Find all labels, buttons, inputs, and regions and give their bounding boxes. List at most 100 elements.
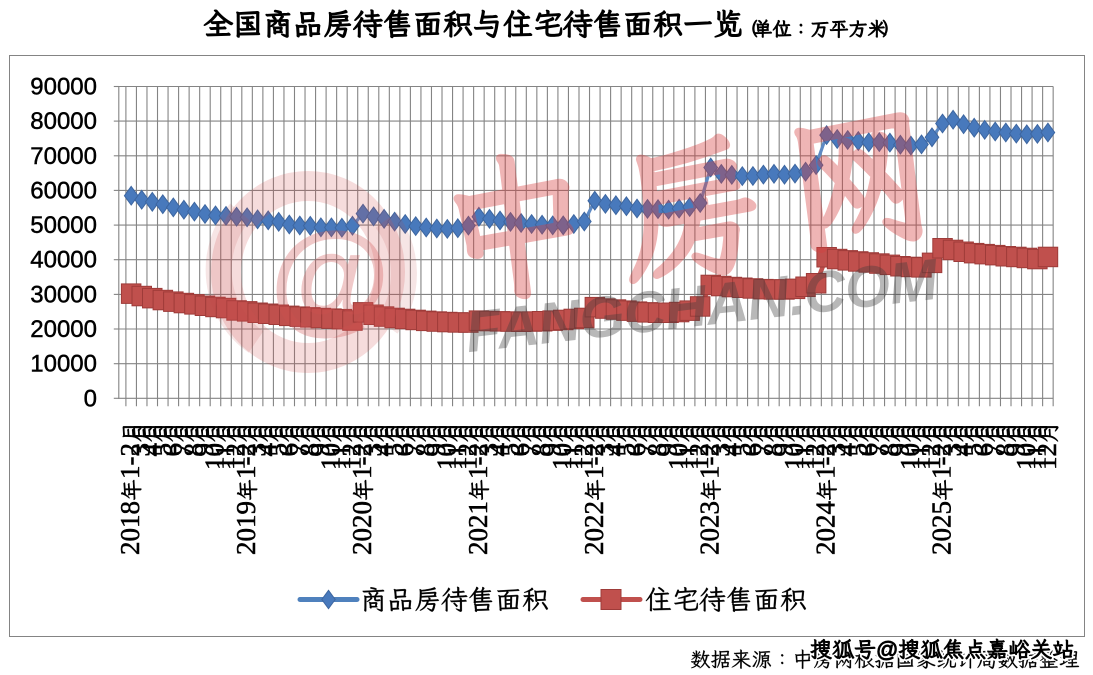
svg-text:11: 11: [790, 444, 820, 470]
svg-text:9: 9: [768, 443, 798, 457]
svg-text:12: 12: [1032, 443, 1062, 470]
svg-text:10: 10: [1011, 443, 1041, 470]
svg-text:8: 8: [642, 443, 672, 457]
svg-text:3: 3: [473, 443, 503, 457]
svg-text:7: 7: [168, 443, 198, 457]
svg-text:5: 5: [379, 443, 409, 457]
svg-text:70000: 70000: [30, 143, 97, 170]
svg-text:3: 3: [589, 443, 619, 457]
svg-text:10: 10: [895, 443, 925, 470]
svg-text:60000: 60000: [30, 177, 97, 204]
svg-text:5: 5: [842, 443, 872, 457]
svg-text:12: 12: [221, 443, 251, 470]
svg-text:90000: 90000: [30, 74, 97, 101]
svg-text:12: 12: [916, 443, 946, 470]
svg-text:5: 5: [263, 443, 293, 457]
svg-text:11: 11: [442, 444, 472, 470]
svg-text:4: 4: [600, 443, 630, 457]
svg-text:8: 8: [990, 443, 1020, 457]
svg-text:11: 11: [674, 444, 704, 470]
svg-text:10: 10: [779, 443, 809, 470]
svg-text:8: 8: [526, 443, 556, 457]
svg-text:6: 6: [737, 443, 767, 457]
svg-text:20000: 20000: [30, 316, 97, 343]
svg-text:9: 9: [305, 443, 335, 457]
svg-text:3: 3: [705, 443, 735, 457]
svg-text:9: 9: [189, 443, 219, 457]
svg-text:4: 4: [948, 443, 978, 457]
svg-text:7: 7: [516, 443, 546, 457]
svg-text:5: 5: [726, 443, 756, 457]
svg-text:9: 9: [421, 443, 451, 457]
svg-text:3: 3: [937, 443, 967, 457]
svg-text:7: 7: [632, 443, 662, 457]
svg-text:8: 8: [410, 443, 440, 457]
svg-text:0: 0: [84, 385, 97, 412]
svg-text:4: 4: [252, 443, 282, 457]
svg-text:2022: 2022: [579, 501, 609, 555]
svg-text:6: 6: [389, 443, 419, 457]
svg-text:5: 5: [610, 443, 640, 457]
svg-text:10: 10: [663, 443, 693, 470]
svg-text:7: 7: [863, 443, 893, 457]
svg-text:6: 6: [505, 443, 535, 457]
svg-text:1-2: 1-2: [579, 443, 609, 479]
svg-text:1-2: 1-2: [347, 443, 377, 479]
svg-text:1-2: 1-2: [811, 443, 841, 479]
svg-text:8: 8: [294, 443, 324, 457]
svg-text:9: 9: [537, 443, 567, 457]
svg-text:9: 9: [653, 443, 683, 457]
svg-text:8: 8: [758, 443, 788, 457]
svg-text:50000: 50000: [30, 212, 97, 239]
svg-text:7: 7: [284, 443, 314, 457]
svg-text:11: 11: [905, 444, 935, 470]
svg-text:9: 9: [1000, 443, 1030, 457]
svg-text:7: 7: [979, 443, 1009, 457]
svg-text:8: 8: [874, 443, 904, 457]
svg-text:5: 5: [958, 443, 988, 457]
svg-text:5: 5: [147, 443, 177, 457]
svg-text:1-2: 1-2: [463, 443, 493, 479]
svg-text:2018: 2018: [115, 501, 145, 555]
svg-text:11: 11: [1021, 444, 1051, 470]
svg-text:12: 12: [336, 443, 366, 470]
svg-text:40000: 40000: [30, 247, 97, 274]
svg-text:3: 3: [242, 443, 272, 457]
svg-text:4: 4: [136, 443, 166, 457]
svg-text:11: 11: [558, 444, 588, 470]
svg-text:3: 3: [358, 443, 388, 457]
svg-text:7: 7: [747, 443, 777, 457]
svg-text:30000: 30000: [30, 281, 97, 308]
svg-text:1-2: 1-2: [231, 443, 261, 479]
svg-text:12: 12: [800, 443, 830, 470]
svg-text:12: 12: [452, 443, 482, 470]
svg-text:10: 10: [431, 443, 461, 470]
svg-text:80000: 80000: [30, 108, 97, 135]
svg-text:2023: 2023: [695, 501, 725, 555]
svg-text:7: 7: [400, 443, 430, 457]
svg-text:9: 9: [884, 443, 914, 457]
svg-text:1-2: 1-2: [695, 443, 725, 479]
svg-text:6: 6: [853, 443, 883, 457]
svg-text:10: 10: [200, 443, 230, 470]
svg-text:10000: 10000: [30, 351, 97, 378]
svg-text:2024: 2024: [811, 501, 841, 556]
svg-text:10: 10: [547, 443, 577, 470]
svg-text:2019: 2019: [231, 501, 261, 555]
svg-text:2021: 2021: [463, 501, 493, 555]
svg-text:1-2: 1-2: [927, 443, 957, 479]
svg-text:3: 3: [126, 443, 156, 457]
svg-text:11: 11: [326, 444, 356, 470]
svg-text:@: @: [876, 637, 898, 662]
svg-text:@: @: [876, 637, 898, 662]
svg-text:4: 4: [368, 443, 398, 457]
svg-text:4: 4: [832, 443, 862, 457]
svg-text:8: 8: [178, 443, 208, 457]
svg-text:4: 4: [716, 443, 746, 457]
svg-text:2025: 2025: [927, 501, 957, 555]
svg-text:6: 6: [157, 443, 187, 457]
svg-text:6: 6: [969, 443, 999, 457]
svg-text:10: 10: [315, 443, 345, 470]
svg-text:2020: 2020: [347, 501, 377, 555]
svg-text:4: 4: [484, 443, 514, 457]
